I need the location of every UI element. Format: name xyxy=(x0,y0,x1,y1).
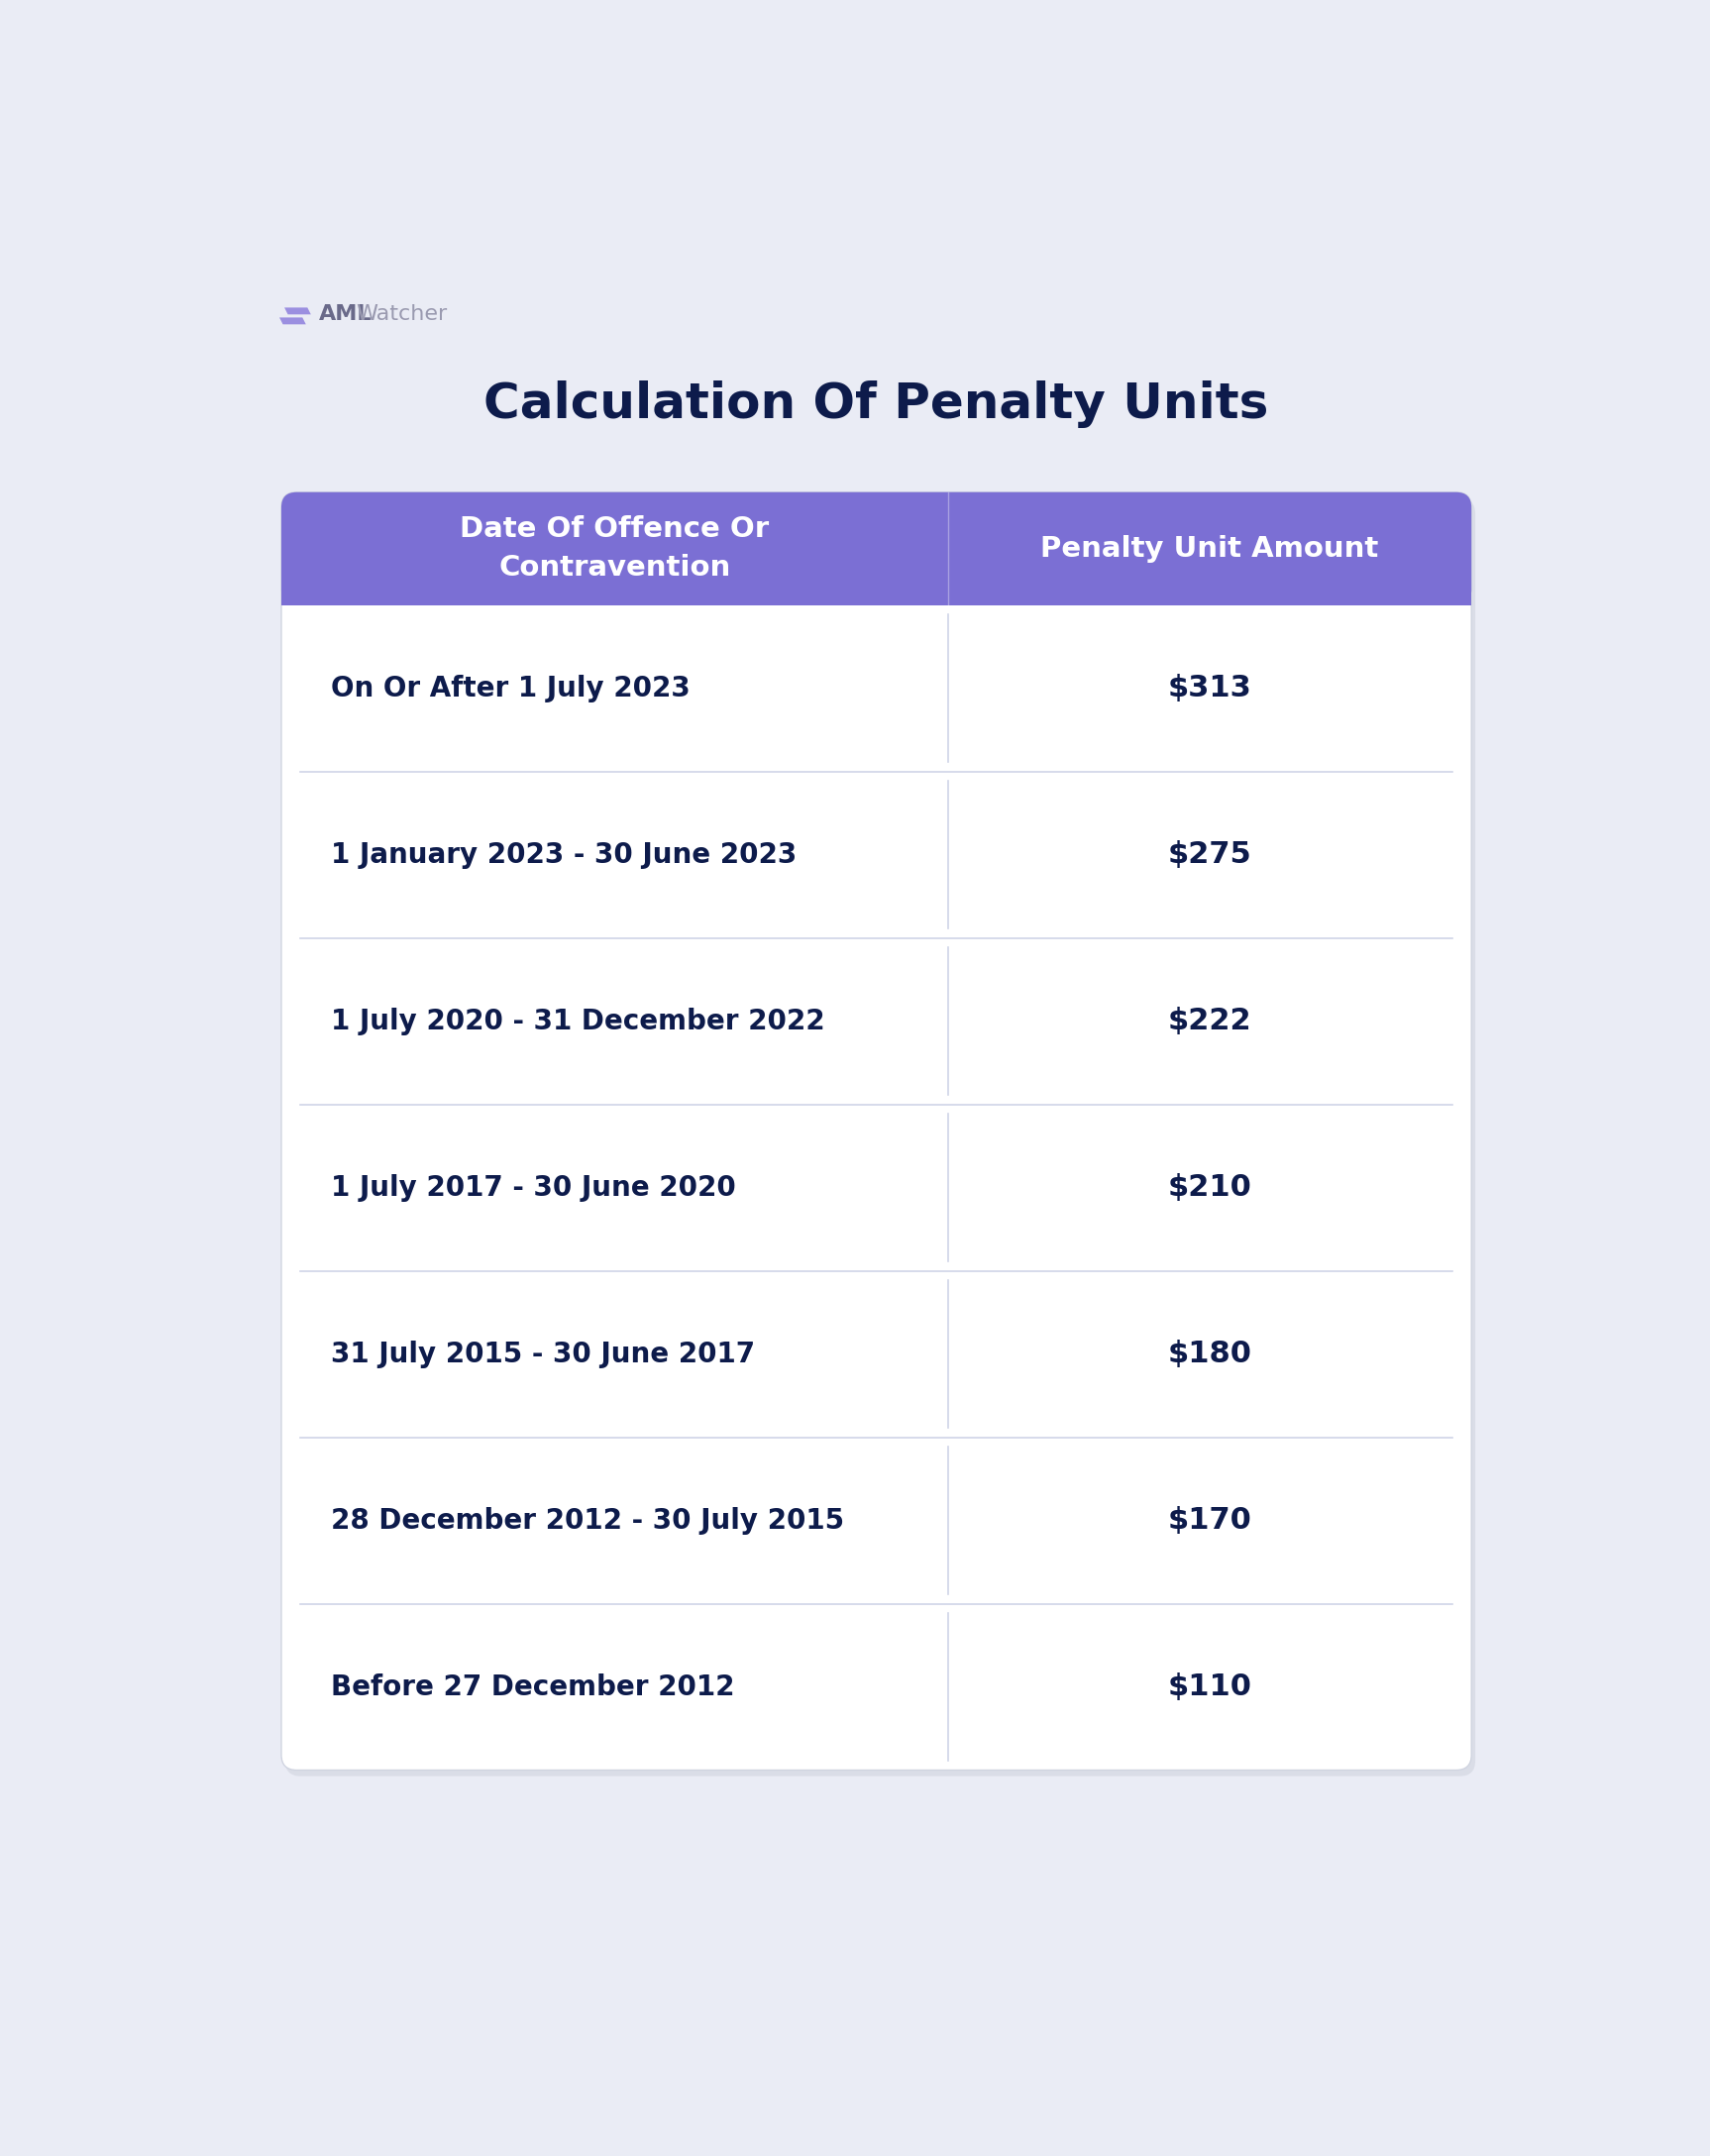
Bar xyxy=(282,589,1471,606)
Text: $210: $210 xyxy=(1168,1173,1252,1201)
Polygon shape xyxy=(279,317,306,323)
Text: $313: $313 xyxy=(1168,675,1252,703)
Text: 31 July 2015 - 30 June 2017: 31 July 2015 - 30 June 2017 xyxy=(332,1341,756,1367)
Text: 28 December 2012 - 30 July 2015: 28 December 2012 - 30 July 2015 xyxy=(332,1507,845,1535)
Text: $110: $110 xyxy=(1168,1673,1252,1701)
Text: $222: $222 xyxy=(1168,1007,1252,1035)
Text: Penalty Unit Amount: Penalty Unit Amount xyxy=(1041,535,1378,563)
Text: $170: $170 xyxy=(1168,1507,1252,1535)
Text: 1 January 2023 - 30 June 2023: 1 January 2023 - 30 June 2023 xyxy=(332,841,797,869)
Text: Calculation Of Penalty Units: Calculation Of Penalty Units xyxy=(484,382,1269,429)
Text: Before 27 December 2012: Before 27 December 2012 xyxy=(332,1673,735,1701)
FancyBboxPatch shape xyxy=(286,498,1476,1777)
Text: On Or After 1 July 2023: On Or After 1 July 2023 xyxy=(332,675,691,703)
Text: $275: $275 xyxy=(1168,841,1252,869)
Text: Date Of Offence Or
Contravention: Date Of Offence Or Contravention xyxy=(460,515,770,582)
Text: Watcher: Watcher xyxy=(356,304,448,323)
Text: 1 July 2017 - 30 June 2020: 1 July 2017 - 30 June 2020 xyxy=(332,1173,737,1201)
Text: 1 July 2020 - 31 December 2022: 1 July 2020 - 31 December 2022 xyxy=(332,1007,826,1035)
FancyBboxPatch shape xyxy=(282,492,1471,1770)
FancyBboxPatch shape xyxy=(282,492,1471,606)
Text: $180: $180 xyxy=(1168,1339,1252,1369)
Text: AML: AML xyxy=(320,304,373,323)
Polygon shape xyxy=(284,308,311,315)
